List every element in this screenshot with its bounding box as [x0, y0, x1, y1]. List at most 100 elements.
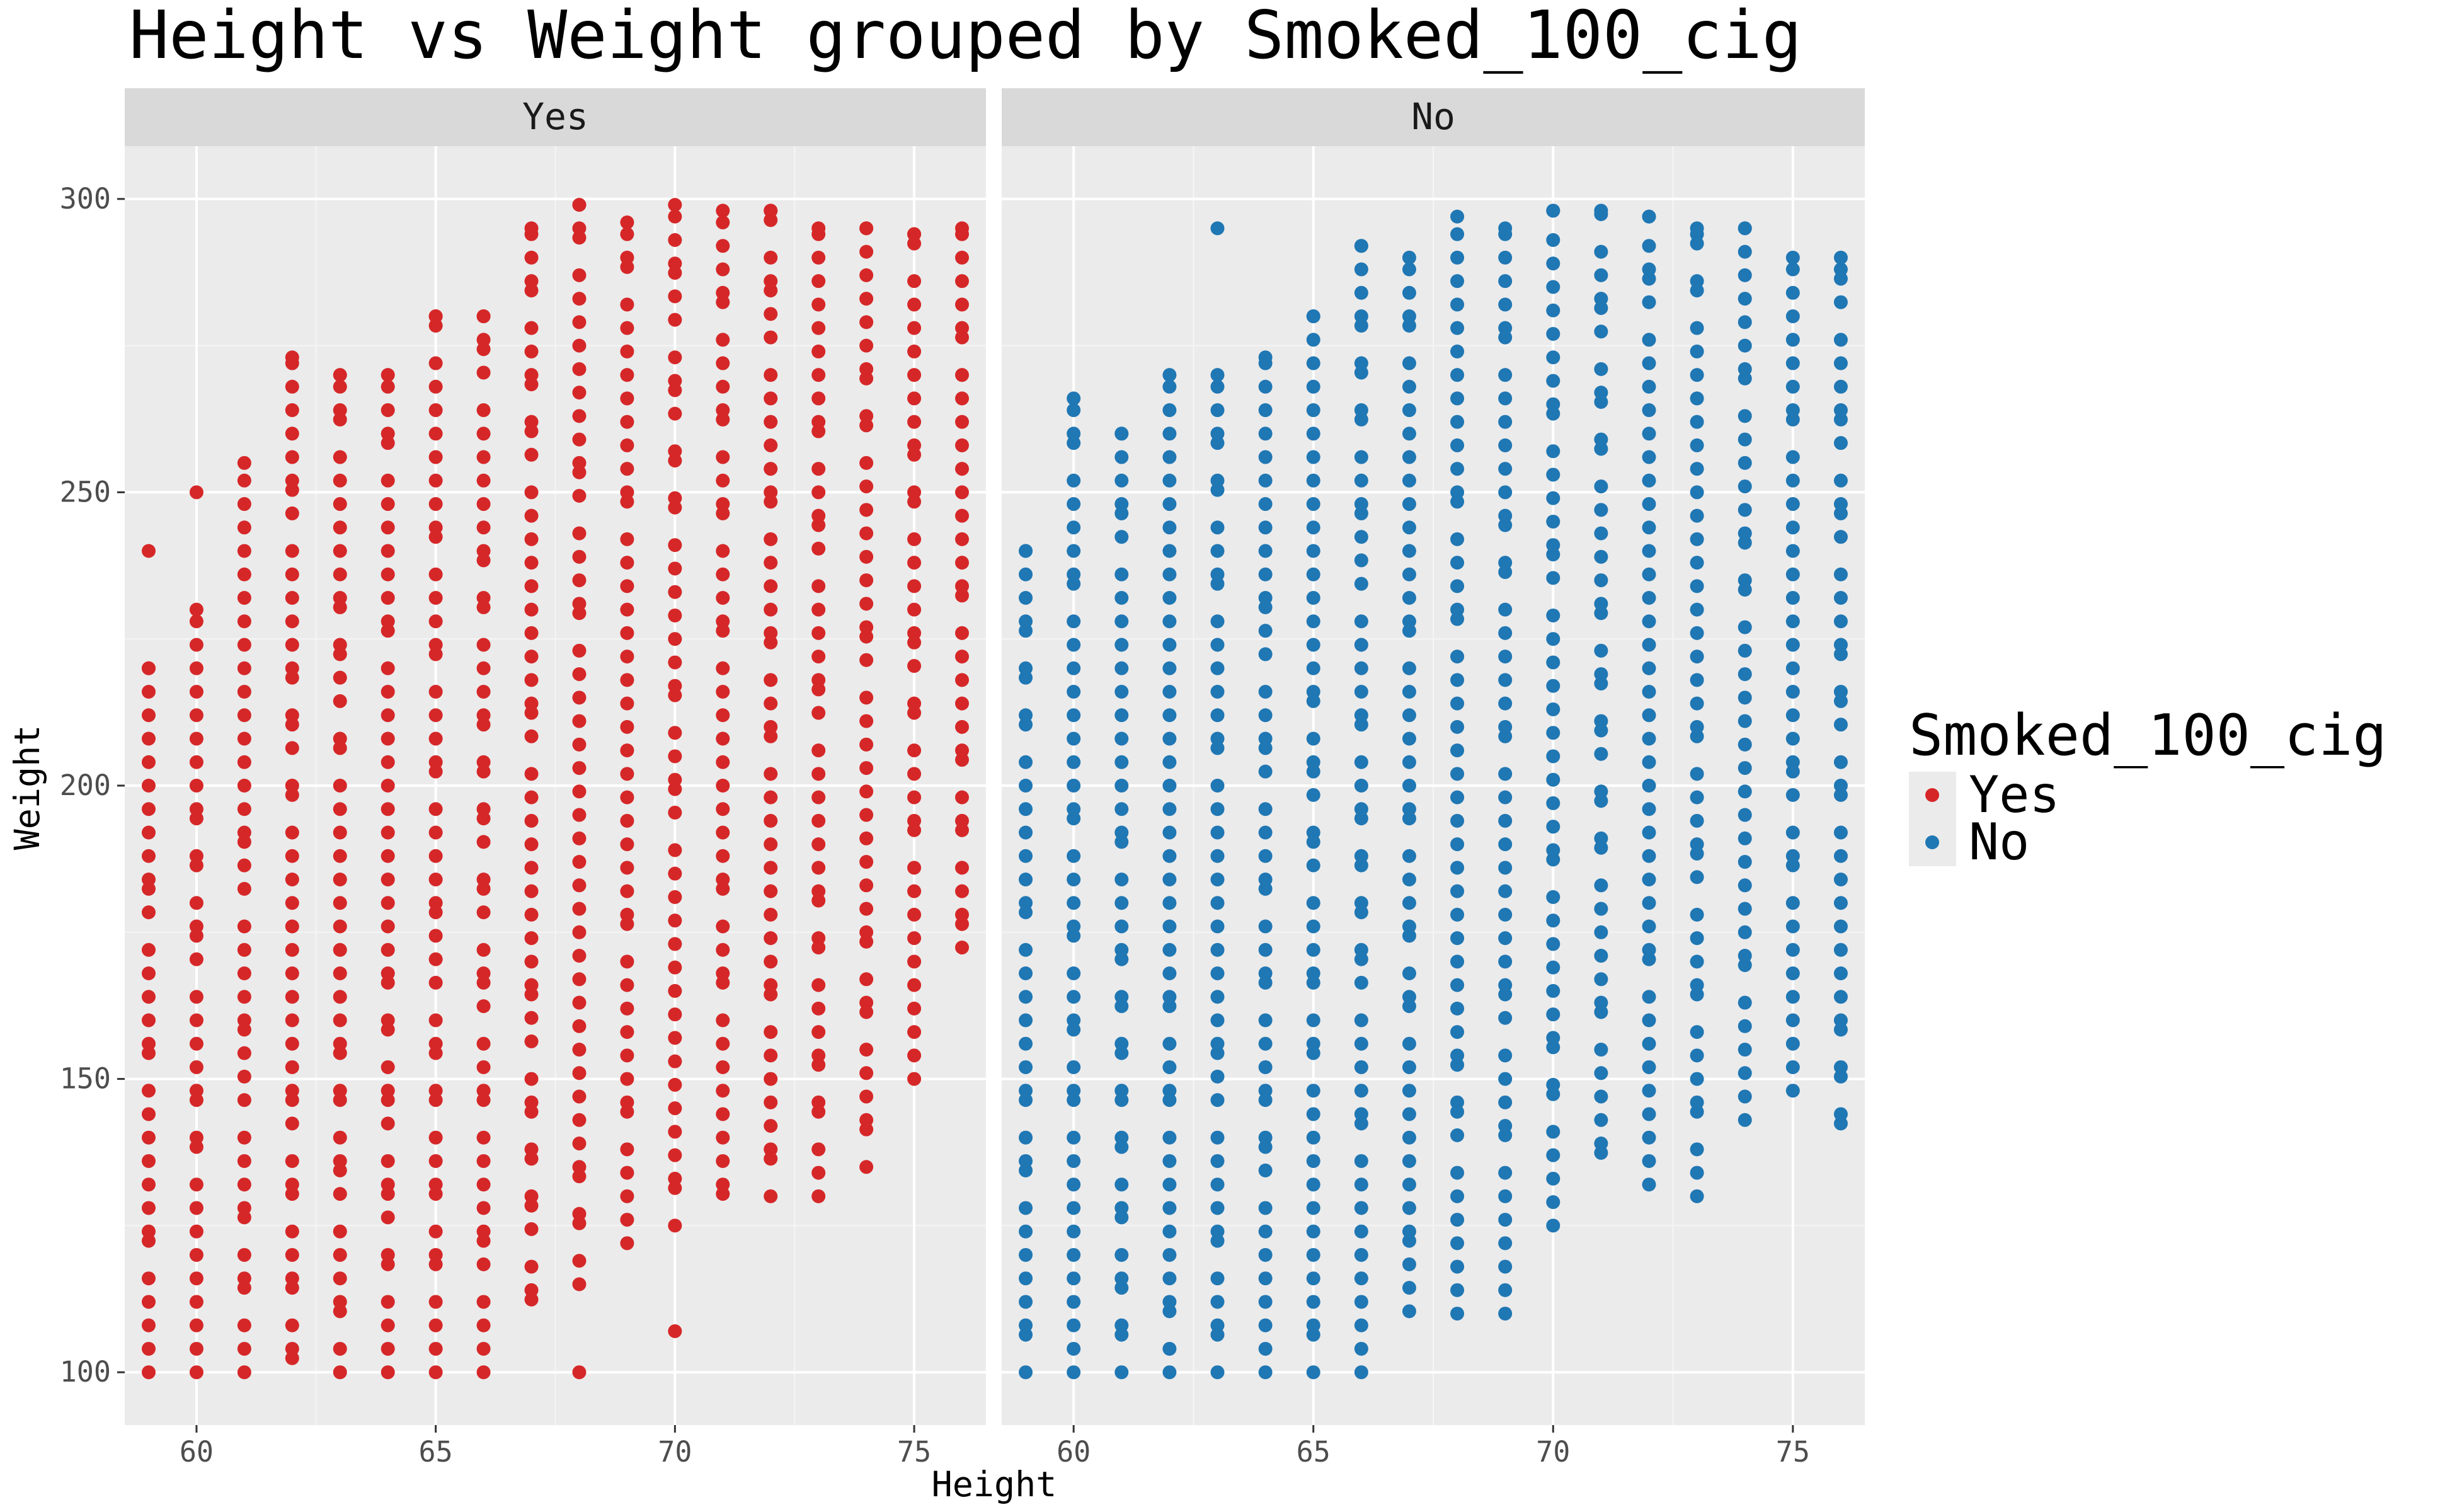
data-point	[1258, 942, 1273, 957]
data-point	[1785, 849, 1800, 863]
data-point	[285, 506, 299, 520]
data-point	[1258, 825, 1273, 840]
data-point	[620, 532, 634, 546]
data-point	[620, 907, 634, 922]
data-point	[524, 1189, 539, 1203]
data-point	[428, 450, 443, 464]
data-point	[1258, 1163, 1273, 1177]
data-point	[1354, 239, 1368, 253]
data-point	[285, 450, 299, 464]
legend-entry-yes: Yes	[1909, 765, 2060, 824]
data-point	[907, 532, 922, 546]
data-point	[1402, 1257, 1416, 1271]
data-point	[1114, 1318, 1129, 1332]
data-point	[764, 274, 778, 289]
data-point	[716, 661, 730, 675]
data-point	[1498, 931, 1513, 946]
data-point	[572, 878, 587, 893]
data-point	[1690, 767, 1704, 781]
data-point	[1594, 503, 1608, 517]
data-point	[189, 661, 203, 675]
data-point	[1354, 1013, 1368, 1028]
data-point	[141, 755, 156, 769]
data-point	[1546, 796, 1561, 810]
x-axis: 60 65 70 75	[1057, 1425, 1810, 1469]
data-point	[1785, 990, 1800, 1004]
data-point	[476, 1257, 491, 1271]
data-point	[859, 409, 874, 423]
data-point	[1162, 368, 1177, 382]
data-point	[381, 896, 395, 910]
data-point	[1498, 556, 1513, 570]
data-point	[764, 415, 778, 429]
data-point	[476, 497, 491, 512]
data-point	[285, 1341, 299, 1356]
data-point	[285, 779, 299, 793]
data-point	[907, 391, 922, 406]
data-point	[141, 990, 156, 1004]
data-point	[1210, 731, 1225, 746]
data-point	[859, 573, 874, 588]
data-point	[428, 614, 443, 629]
data-point	[1738, 855, 1752, 869]
data-point	[1546, 203, 1561, 218]
data-point	[285, 1013, 299, 1028]
data-point	[811, 344, 826, 358]
data-point	[955, 861, 970, 875]
data-point	[1210, 368, 1225, 382]
data-point	[572, 549, 587, 564]
facet-strip-label: No	[1411, 95, 1455, 138]
data-point	[620, 415, 634, 429]
data-point	[1690, 907, 1704, 922]
data-point	[189, 802, 203, 816]
data-point	[524, 884, 539, 898]
data-point	[237, 1365, 251, 1380]
data-point	[1162, 379, 1177, 394]
data-point	[428, 403, 443, 418]
data-point	[1162, 1177, 1177, 1192]
data-point	[572, 1019, 587, 1033]
data-point	[189, 614, 203, 629]
data-points	[141, 198, 970, 1380]
data-point	[811, 706, 826, 720]
data-point	[285, 1247, 299, 1262]
data-point	[716, 1060, 730, 1074]
data-point	[811, 884, 826, 898]
data-point	[572, 455, 587, 470]
data-point	[1354, 1341, 1368, 1356]
data-point	[1306, 1036, 1320, 1051]
data-point	[859, 1160, 874, 1174]
data-point	[1833, 685, 1848, 699]
data-point	[811, 368, 826, 382]
data-point	[811, 673, 826, 687]
data-point	[716, 1130, 730, 1145]
data-point	[1114, 497, 1129, 512]
data-point	[1642, 591, 1656, 605]
data-point	[1210, 638, 1225, 652]
data-point	[1210, 379, 1225, 394]
data-point	[1642, 661, 1656, 675]
data-point	[285, 1224, 299, 1239]
data-point	[524, 602, 539, 617]
data-point	[1258, 1130, 1273, 1145]
data-point	[1402, 473, 1416, 488]
data-point	[1642, 239, 1656, 253]
data-point	[141, 1013, 156, 1028]
data-point	[1019, 872, 1033, 886]
data-point	[811, 579, 826, 593]
data-point	[237, 1201, 251, 1215]
data-point	[1594, 784, 1608, 799]
data-point	[428, 1341, 443, 1356]
data-point	[524, 767, 539, 781]
data-point	[572, 268, 587, 282]
data-point	[1642, 1107, 1656, 1121]
data-point	[907, 1048, 922, 1063]
data-point	[189, 638, 203, 652]
data-point	[1306, 356, 1320, 370]
data-point	[189, 708, 203, 723]
data-point	[1258, 802, 1273, 816]
data-point	[1162, 473, 1177, 488]
data-point	[1833, 295, 1848, 309]
data-point	[1354, 1060, 1368, 1074]
